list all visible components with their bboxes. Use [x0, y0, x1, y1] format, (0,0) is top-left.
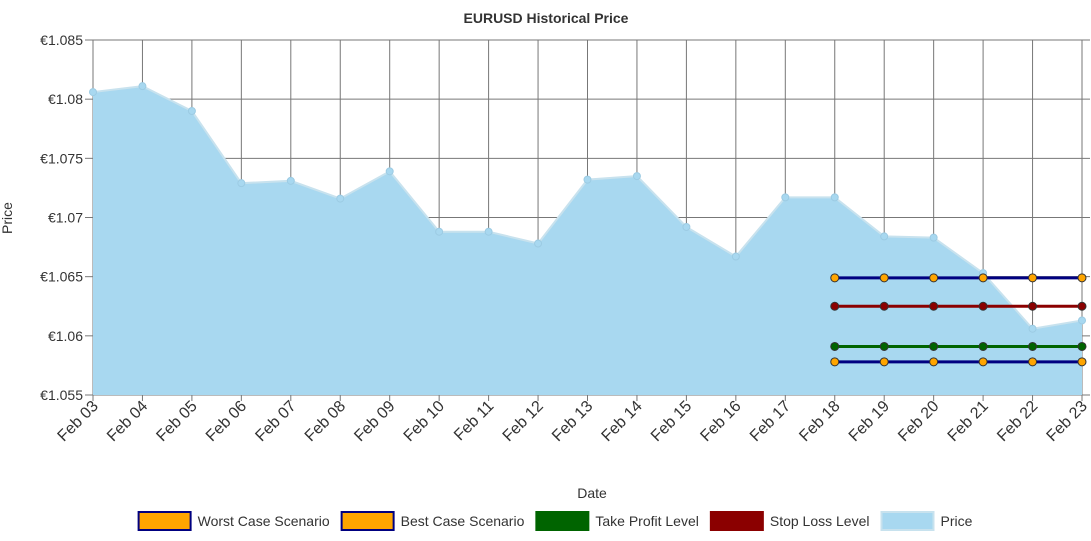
x-tick-label: Feb 10 [401, 398, 448, 445]
point [781, 193, 790, 202]
legend-item: Price [880, 511, 973, 531]
y-tick-label: €1.055 [40, 387, 83, 403]
y-tick-label: €1.065 [40, 269, 83, 285]
legend-label: Worst Case Scenario [198, 513, 330, 529]
point [1077, 341, 1087, 351]
legend-swatch [340, 511, 395, 531]
point [830, 273, 840, 283]
y-tick-label: €1.075 [40, 150, 83, 166]
legend-swatch [137, 511, 192, 531]
legend-item: Take Profit Level [535, 511, 699, 531]
legend-swatch [880, 511, 935, 531]
x-tick-label: Feb 04 [104, 398, 151, 445]
point [1028, 301, 1038, 311]
point [1028, 324, 1037, 333]
x-tick-label: Feb 12 [500, 398, 547, 445]
point [138, 82, 147, 91]
point [1077, 301, 1087, 311]
y-axis-label: Price [0, 202, 15, 234]
x-tick-label: Feb 17 [747, 398, 794, 445]
y-tick-label: €1.08 [48, 91, 83, 107]
point [879, 273, 889, 283]
point [682, 222, 691, 231]
legend-item: Best Case Scenario [340, 511, 525, 531]
point [978, 273, 988, 283]
legend-label: Stop Loss Level [770, 513, 870, 529]
point [1078, 316, 1086, 325]
area [93, 86, 1082, 396]
point [929, 301, 939, 311]
x-tick-label: Feb 20 [895, 398, 942, 445]
point [1077, 357, 1087, 367]
chart-title: EURUSD Historical Price [464, 10, 629, 26]
point [978, 301, 988, 311]
legend-swatch [709, 511, 764, 531]
point [1028, 357, 1038, 367]
point [385, 167, 394, 176]
x-tick-label: Feb 07 [252, 398, 299, 445]
x-tick-label: Feb 23 [1044, 398, 1091, 445]
x-tick-label: Feb 08 [302, 398, 349, 445]
x-tick-label: Feb 05 [153, 398, 200, 445]
point [1077, 273, 1087, 283]
point [879, 301, 889, 311]
point [1028, 273, 1038, 283]
x-tick-label: Feb 13 [549, 398, 596, 445]
x-tick-label: Feb 16 [697, 398, 744, 445]
point [632, 172, 641, 181]
x-tick-label: Feb 14 [599, 398, 646, 445]
legend: Worst Case Scenario Best Case Scenario Tak… [137, 511, 973, 531]
point [830, 301, 840, 311]
legend-label: Take Profit Level [595, 513, 699, 529]
x-tick-label: Feb 03 [55, 398, 102, 445]
legend-label: Price [940, 513, 972, 529]
y-tick-label: €1.06 [48, 328, 83, 344]
plot [89, 82, 1087, 396]
legend-item: Worst Case Scenario [137, 511, 330, 531]
point [731, 252, 740, 261]
x-tick-label: Feb 06 [203, 398, 250, 445]
x-tick-label: Feb 15 [648, 398, 695, 445]
x-tick-label: Feb 21 [945, 398, 992, 445]
point [929, 341, 939, 351]
point [879, 341, 889, 351]
point [583, 175, 592, 184]
x-axis-label: Date [577, 485, 607, 501]
x-tick-label: Feb 09 [351, 398, 398, 445]
legend-item: Stop Loss Level [709, 511, 870, 531]
point [89, 88, 97, 97]
point [187, 107, 196, 115]
point [286, 176, 295, 185]
point [336, 194, 345, 203]
point [978, 341, 988, 351]
x-tick-label: Feb 19 [846, 398, 893, 445]
point [830, 357, 840, 367]
point [880, 232, 889, 241]
legend-swatch [535, 511, 590, 531]
point [237, 179, 246, 188]
point [929, 357, 939, 367]
x-tick-label: Feb 18 [796, 398, 843, 445]
point [1028, 341, 1038, 351]
x-tick-label: Feb 11 [451, 398, 497, 444]
point [830, 341, 840, 351]
x-tick-label: Feb 22 [994, 398, 1041, 445]
point [929, 273, 939, 283]
y-tick-label: €1.07 [48, 210, 83, 226]
point [484, 227, 493, 236]
point [830, 193, 839, 202]
point [929, 233, 938, 242]
y-tick-label: €1.085 [40, 32, 83, 48]
legend-label: Best Case Scenario [401, 513, 525, 529]
point [534, 239, 543, 248]
point [879, 357, 889, 367]
point [978, 357, 988, 367]
point [435, 227, 444, 236]
